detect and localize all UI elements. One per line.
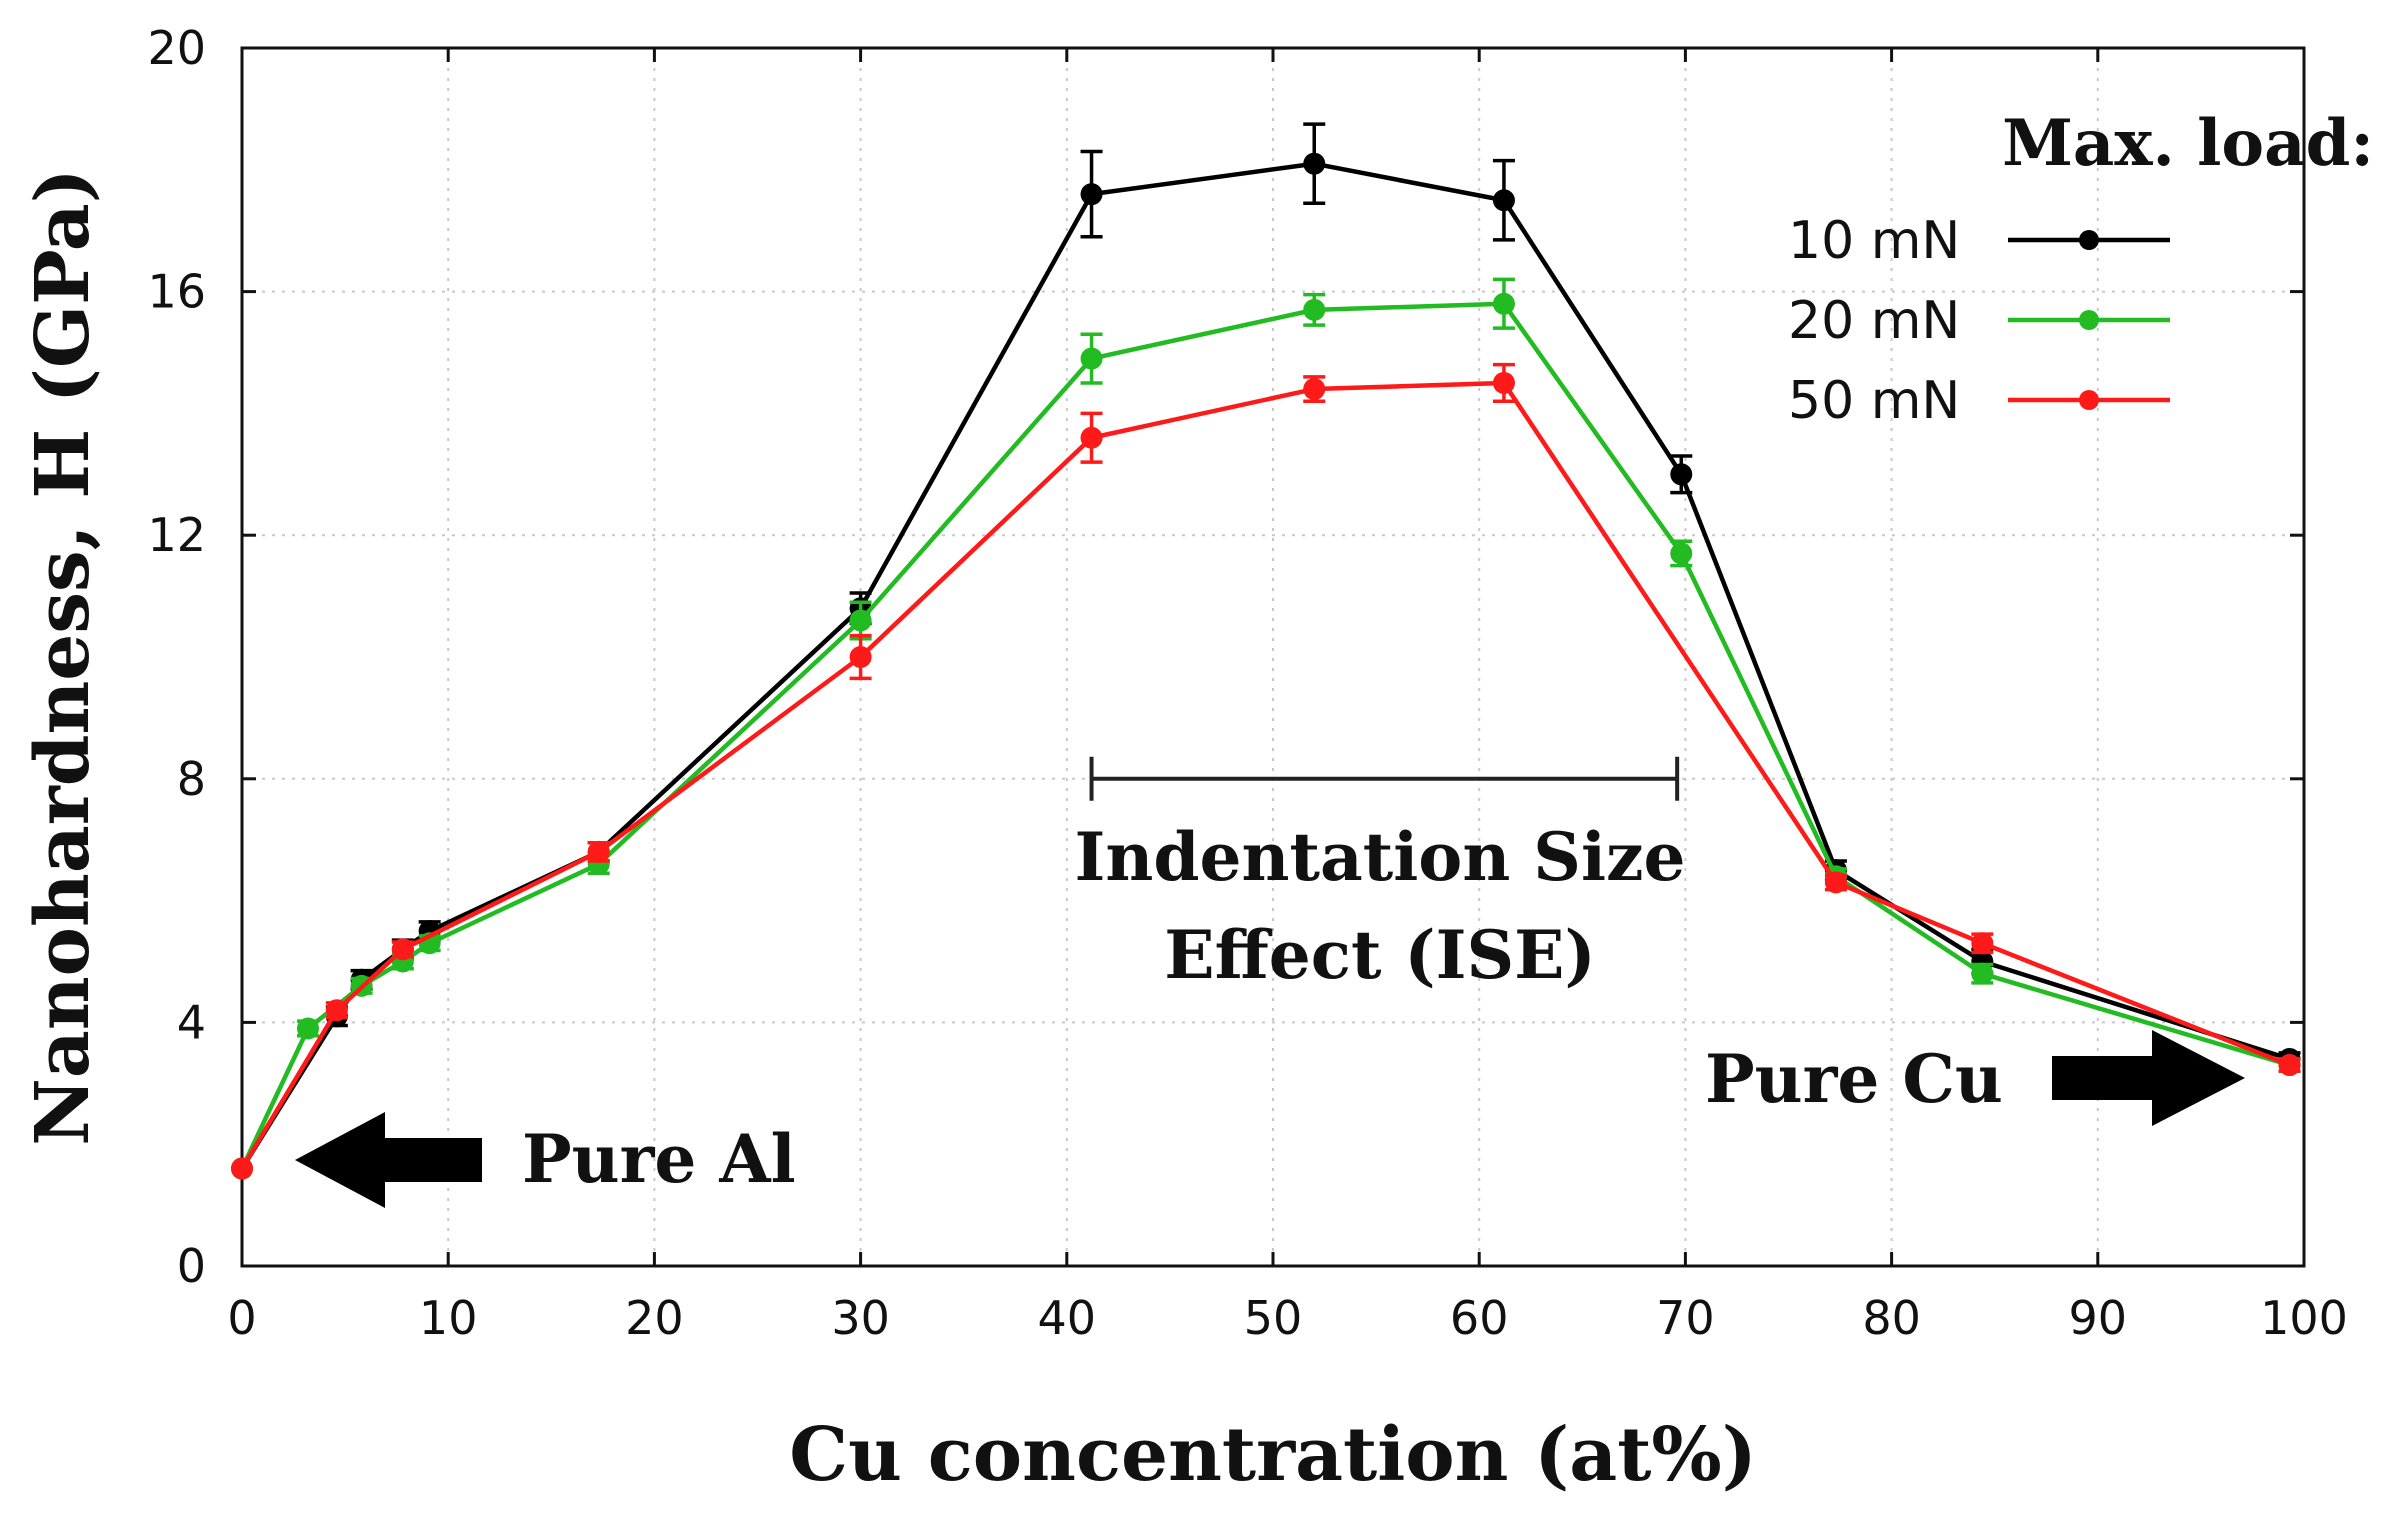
data-point bbox=[1080, 426, 1103, 449]
axis-ticks bbox=[240, 46, 2306, 1268]
plot-frame bbox=[240, 46, 2306, 1268]
x-tick-label: 50 bbox=[1244, 1291, 1303, 1345]
data-point bbox=[1971, 962, 1994, 985]
x-tick-labels: 0 10 20 30 40 50 60 70 80 90 100 bbox=[227, 1291, 2348, 1345]
data-point bbox=[849, 646, 872, 668]
data-point bbox=[231, 1157, 253, 1180]
x-tick-label: 30 bbox=[831, 1291, 890, 1345]
x-tick-label: 100 bbox=[2260, 1291, 2348, 1345]
series-50mn bbox=[231, 362, 2301, 1180]
data-point bbox=[587, 840, 610, 863]
data-point bbox=[1492, 189, 1515, 212]
legend-swatch-marker bbox=[2079, 230, 2099, 250]
data-point bbox=[1492, 371, 1515, 394]
legend-label-50mn: 50 mN bbox=[1788, 371, 1960, 431]
y-tick-label: 20 bbox=[147, 21, 206, 75]
pure-al-arrow-icon bbox=[295, 1112, 482, 1208]
y-axis-title: Nanohardness, H (GPa) bbox=[20, 168, 106, 1145]
legend: Max. load: 10 mN 20 mN 50 mN bbox=[1788, 106, 2374, 431]
x-tick-label: 90 bbox=[2069, 1291, 2128, 1345]
data-point bbox=[1824, 871, 1847, 894]
y-tick-labels: 0 4 8 12 16 20 bbox=[147, 21, 206, 1293]
x-tick-label: 40 bbox=[1038, 1291, 1097, 1345]
data-point bbox=[1971, 932, 1994, 955]
pure-al-label: Pure Al bbox=[522, 1120, 796, 1198]
y-tick-label: 8 bbox=[177, 752, 206, 806]
x-tick-label: 70 bbox=[1656, 1291, 1715, 1345]
data-point bbox=[1080, 347, 1103, 370]
y-tick-label: 16 bbox=[147, 265, 206, 319]
x-tick-label: 0 bbox=[227, 1291, 256, 1345]
data-point bbox=[296, 1017, 319, 1040]
data-series bbox=[231, 122, 2301, 1180]
data-point bbox=[1303, 378, 1326, 401]
legend-swatch-marker bbox=[2079, 310, 2099, 330]
ise-bracket bbox=[1089, 756, 1680, 801]
pure-cu-arrow-icon bbox=[2052, 1030, 2245, 1126]
data-point bbox=[1670, 542, 1693, 565]
ise-label-line1: Indentation Size bbox=[1075, 818, 1686, 896]
y-tick-label: 12 bbox=[147, 508, 206, 562]
y-tick-label: 0 bbox=[177, 1239, 206, 1293]
data-point bbox=[391, 938, 414, 961]
y-tick-label: 4 bbox=[177, 995, 206, 1049]
data-point bbox=[1670, 463, 1693, 486]
x-tick-label: 60 bbox=[1450, 1291, 1509, 1345]
x-tick-label: 10 bbox=[419, 1291, 478, 1345]
legend-label-20mn: 20 mN bbox=[1788, 291, 1960, 351]
legend-label-10mn: 10 mN bbox=[1788, 211, 1960, 271]
pure-cu-label: Pure Cu bbox=[1705, 1040, 2003, 1118]
data-point bbox=[1303, 152, 1326, 175]
ise-label-line2: Effect (ISE) bbox=[1164, 916, 1595, 994]
data-point bbox=[1080, 183, 1103, 206]
legend-swatches bbox=[2008, 230, 2170, 410]
data-point bbox=[1303, 298, 1326, 321]
data-point bbox=[1492, 292, 1515, 315]
x-tick-label: 80 bbox=[1862, 1291, 1921, 1345]
data-point bbox=[2278, 1054, 2301, 1077]
legend-title: Max. load: bbox=[2002, 106, 2374, 181]
data-point bbox=[325, 999, 348, 1022]
x-tick-label: 20 bbox=[625, 1291, 684, 1345]
data-point bbox=[849, 609, 872, 632]
x-axis-title: Cu concentration (at%) bbox=[789, 1412, 1756, 1498]
legend-swatch-marker bbox=[2079, 390, 2099, 410]
